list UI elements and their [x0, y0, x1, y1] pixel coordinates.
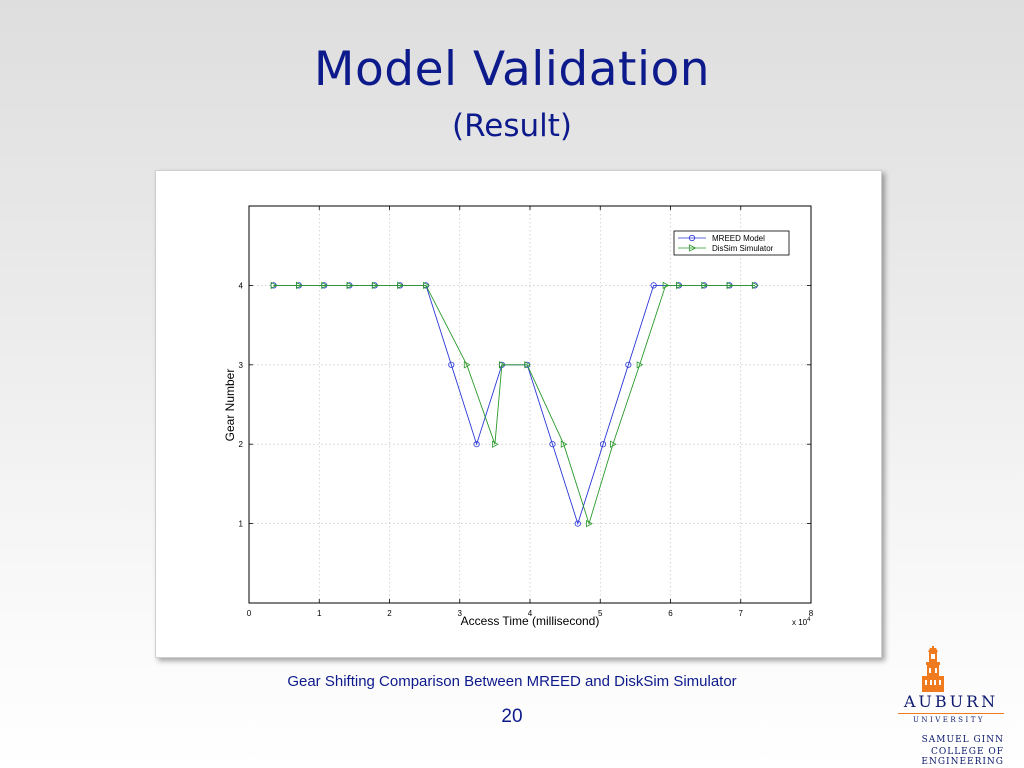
data-point: [397, 281, 404, 290]
logo-college-line2: COLLEGE OF ENGINEERING: [921, 747, 1004, 767]
x-tick-label: 8: [809, 609, 814, 618]
series: [270, 281, 759, 528]
legend-box: [673, 230, 790, 256]
data-point: [295, 281, 303, 290]
slide-subtitle: (Result): [452, 108, 572, 144]
data-point: [473, 441, 480, 448]
data-point: [636, 361, 644, 369]
x-axis-label: Access Time (millisecond): [461, 614, 600, 628]
x-tick-label: 0: [247, 609, 252, 618]
x-tick-label: 4: [528, 609, 533, 618]
data-point: [609, 440, 617, 448]
data-point: [448, 361, 455, 368]
logo-college-line1: SAMUEL GINN: [921, 735, 1004, 745]
y-tick-label: 2: [239, 440, 244, 449]
logo-divider: [898, 713, 1004, 714]
data-point: [586, 519, 593, 528]
slide-caption: Gear Shifting Comparison Between MREED a…: [287, 673, 737, 690]
data-point: [625, 361, 632, 368]
x-tick-label: 3: [458, 609, 463, 618]
data-point: [650, 282, 657, 289]
x-multiplier-base: x 10: [792, 618, 808, 627]
data-point: [676, 281, 683, 290]
data-point: [491, 440, 499, 448]
data-point: [524, 361, 532, 369]
x-tick-label: 2: [387, 609, 392, 618]
y-axis-label: Gear Number: [223, 369, 237, 442]
x-tick-label: 1: [317, 609, 322, 618]
grid: [249, 206, 811, 603]
series-1: [270, 281, 759, 528]
legend-label-mreed: MREED Model: [712, 234, 765, 243]
x-tick-label: 5: [598, 609, 603, 618]
data-point: [371, 281, 379, 290]
data-point: [423, 281, 430, 290]
data-point: [549, 441, 556, 448]
legend-marker-dissim: [689, 244, 697, 252]
auburn-logo: AUBURN UNIVERSITY SAMUEL GINN COLLEGE OF…: [864, 646, 1009, 767]
data-point: [726, 281, 734, 290]
y-tick-label: 1: [239, 520, 244, 529]
series-line: [273, 284, 755, 526]
y-tick-label: 4: [239, 281, 244, 290]
samford-tower-icon: [922, 646, 944, 692]
x-multiplier: x 104: [792, 617, 811, 627]
data-point: [463, 361, 471, 369]
x-multiplier-exponent: 4: [807, 617, 811, 623]
legend-marker-mreed: [688, 234, 696, 242]
series-0: [270, 282, 758, 527]
data-point: [346, 281, 354, 290]
x-tick-label: 7: [739, 609, 744, 618]
data-point: [321, 281, 329, 290]
data-point: [574, 520, 581, 527]
page-number: 20: [501, 706, 523, 727]
legend: MREED Model DisSim Simulator: [673, 230, 790, 256]
data-point: [499, 361, 506, 369]
data-point: [751, 281, 759, 290]
data-point: [701, 281, 709, 290]
x-tick-label: 6: [668, 609, 673, 618]
series-line: [273, 284, 755, 526]
y-tick-label: 3: [239, 361, 244, 370]
data-point: [270, 281, 278, 290]
logo-auburn-text: AUBURN: [903, 692, 999, 711]
axis-ticks: 0 1 2 3 4 5 6 7 8 1 2 3 4: [239, 206, 814, 618]
data-point: [662, 281, 670, 290]
legend-label-dissim: DisSim Simulator: [712, 244, 774, 253]
data-point: [599, 441, 607, 448]
slide-title: Model Validation: [313, 42, 711, 97]
logo-university-text: UNIVERSITY: [912, 716, 986, 724]
data-point: [560, 440, 568, 448]
